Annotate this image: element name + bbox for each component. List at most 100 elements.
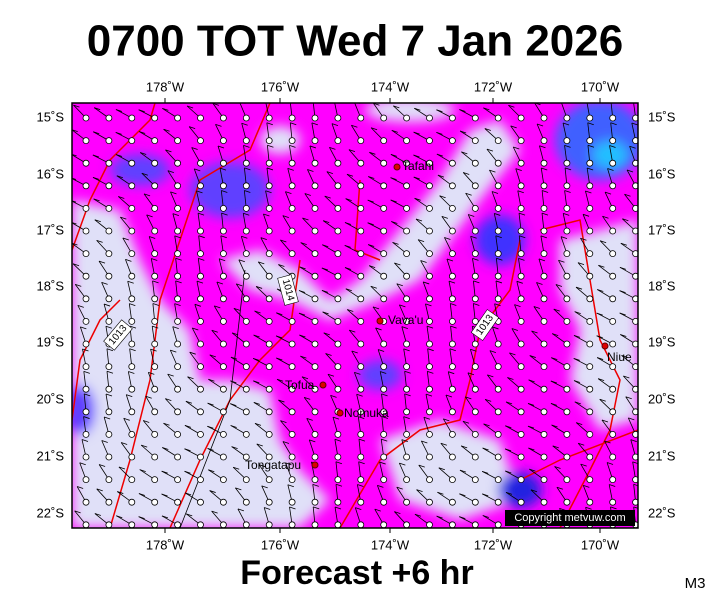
barb-station bbox=[311, 408, 319, 416]
barb-station bbox=[82, 476, 90, 484]
barb-flag bbox=[596, 312, 603, 316]
barb-flag bbox=[628, 417, 635, 421]
barb-flag bbox=[492, 326, 499, 330]
barb-flag bbox=[92, 154, 100, 158]
barb-flag bbox=[381, 416, 389, 419]
barb-station bbox=[82, 182, 90, 190]
barb-flag bbox=[298, 312, 306, 316]
barb-flag bbox=[518, 212, 526, 216]
barb-flag bbox=[301, 376, 309, 380]
barb-flag bbox=[329, 146, 336, 150]
barb-station bbox=[540, 137, 548, 145]
barb-station bbox=[174, 363, 182, 371]
barb-flag bbox=[139, 131, 146, 134]
barb-station bbox=[357, 182, 365, 190]
barb-station bbox=[609, 159, 617, 167]
barb-flag bbox=[299, 266, 306, 270]
barb-flag bbox=[300, 355, 307, 359]
barb-station bbox=[105, 272, 113, 280]
barb-station bbox=[242, 272, 250, 280]
barb-station bbox=[632, 272, 638, 280]
barb-flag bbox=[510, 125, 517, 129]
barb-flag bbox=[209, 354, 216, 358]
barb-flag bbox=[473, 280, 480, 284]
barb-station bbox=[632, 498, 638, 506]
barb-station bbox=[311, 476, 319, 484]
barb-station bbox=[563, 340, 571, 348]
barb-flag bbox=[394, 262, 401, 266]
barb-flag bbox=[564, 167, 572, 171]
barb-flag bbox=[577, 262, 585, 265]
barb-station bbox=[311, 430, 319, 438]
barb-flag bbox=[253, 334, 260, 338]
barb-flag bbox=[233, 307, 241, 311]
barb-station bbox=[242, 295, 250, 303]
lat-label-left: 21˚S bbox=[37, 448, 65, 463]
barb-flag bbox=[575, 286, 583, 290]
barb-flag bbox=[485, 399, 492, 402]
barb-flag bbox=[104, 416, 111, 420]
barb-flag bbox=[105, 393, 113, 397]
barb-station bbox=[517, 227, 525, 235]
barb-flag bbox=[73, 104, 80, 108]
barb-flag bbox=[138, 493, 146, 496]
barb-flag bbox=[79, 462, 86, 466]
barb-station bbox=[586, 272, 594, 280]
barb-station bbox=[586, 498, 594, 506]
barb-flag bbox=[448, 280, 456, 284]
barb-flag bbox=[597, 289, 604, 292]
barb-station bbox=[403, 476, 411, 484]
barb-station bbox=[357, 453, 365, 461]
barb-station bbox=[563, 137, 571, 145]
barb-flag bbox=[381, 393, 388, 397]
barb-station bbox=[265, 453, 273, 461]
lat-label-right: 16˚S bbox=[648, 166, 676, 181]
barb-flag bbox=[427, 348, 434, 352]
barb-station bbox=[403, 498, 411, 506]
place-name: Niue bbox=[607, 350, 632, 364]
barb-station bbox=[151, 408, 159, 416]
barb-flag bbox=[496, 257, 503, 261]
barb-flag bbox=[74, 510, 81, 514]
barb-station bbox=[151, 521, 159, 528]
barb-station bbox=[632, 159, 638, 167]
barb-station bbox=[563, 250, 571, 258]
barb-station bbox=[517, 182, 525, 190]
barb-station bbox=[448, 430, 456, 438]
barb-flag bbox=[631, 122, 638, 126]
barb-station bbox=[448, 204, 456, 212]
barb-station bbox=[357, 137, 365, 145]
barb-station bbox=[426, 317, 433, 325]
barb-flag bbox=[290, 122, 297, 126]
barb-flag bbox=[624, 193, 631, 197]
barb-flag bbox=[413, 131, 420, 135]
barb-station bbox=[540, 182, 548, 190]
barb-flag bbox=[470, 348, 477, 352]
barb-station bbox=[242, 137, 250, 145]
barb-station bbox=[174, 182, 182, 190]
barb-station bbox=[632, 385, 638, 393]
barb-station bbox=[448, 250, 456, 258]
barb-station bbox=[357, 204, 365, 212]
barb-station bbox=[334, 204, 342, 212]
barb-station bbox=[311, 182, 319, 190]
barb-station bbox=[517, 272, 525, 280]
barb-flag bbox=[491, 191, 499, 194]
barb-flag bbox=[368, 176, 375, 179]
barb-station bbox=[540, 114, 548, 122]
barb-station bbox=[448, 272, 456, 280]
barb-flag bbox=[115, 109, 123, 112]
barb-station bbox=[82, 250, 90, 258]
barb-station bbox=[265, 295, 273, 303]
barb-station bbox=[288, 521, 296, 528]
barb-station bbox=[82, 385, 90, 393]
barb-flag bbox=[461, 445, 468, 449]
barb-station bbox=[517, 295, 525, 303]
barb-station bbox=[540, 204, 548, 212]
barb-station bbox=[219, 363, 227, 371]
barb-flag bbox=[602, 215, 609, 219]
barb-flag bbox=[585, 506, 592, 510]
barb-station bbox=[265, 385, 273, 393]
barb-flag bbox=[172, 326, 179, 330]
barb-flag bbox=[255, 286, 263, 289]
